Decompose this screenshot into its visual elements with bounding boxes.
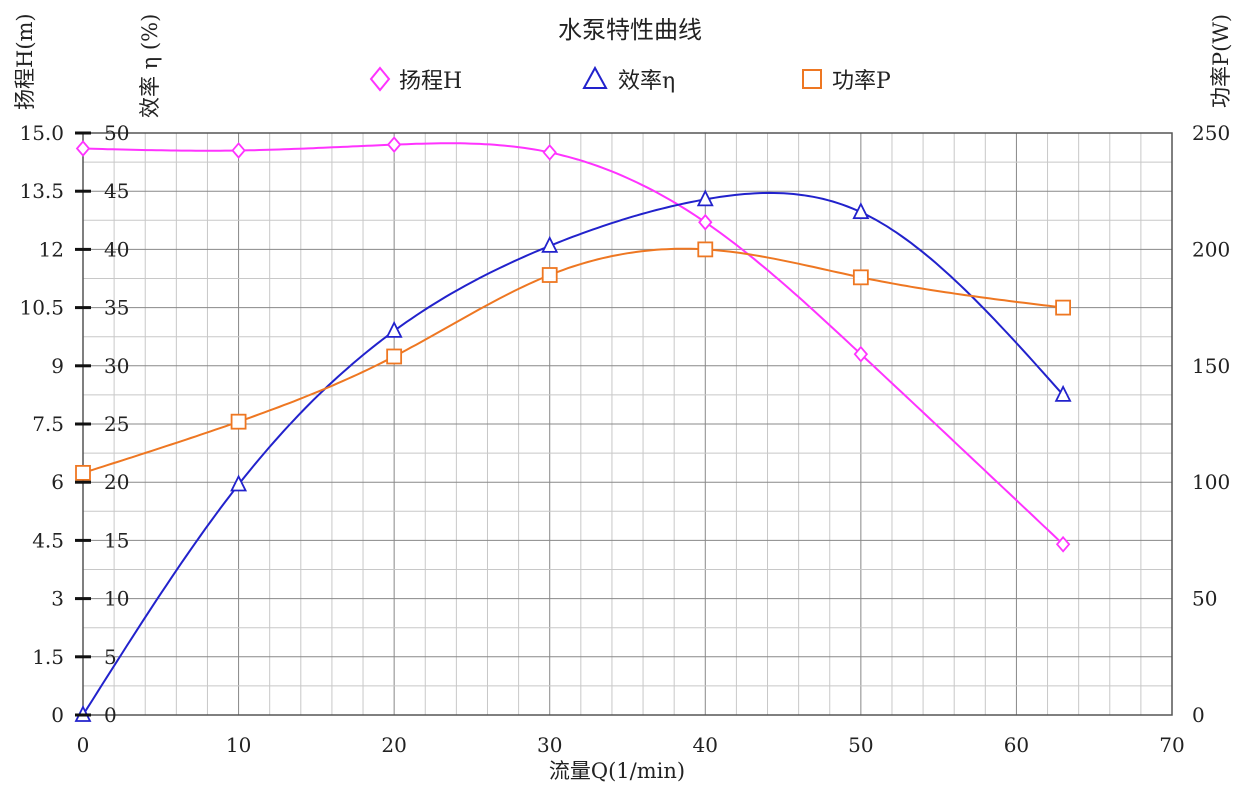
x-tick-label: 0 [77,733,90,757]
data-point-head[interactable] [698,213,713,231]
y-tick-label-head: 13.5 [19,179,64,203]
y-tick-label-efficiency: 5 [104,645,117,669]
x-tick-label: 20 [381,733,406,757]
data-point-efficiency[interactable] [852,202,870,220]
legend-item-efficiency[interactable]: 效率η [582,65,675,94]
legend-marker-square [802,69,822,89]
data-point-power[interactable] [1055,299,1071,316]
data-point-power[interactable] [230,413,247,430]
y-tick-label-efficiency: 15 [104,528,129,552]
series-line-head [82,142,1064,546]
legend-label-power: 功率P [832,69,891,94]
legend: 扬程H 效率η 功率P [369,65,891,94]
data-point-head[interactable] [75,140,91,157]
x-tick-label: 70 [1159,733,1184,757]
data-point-efficiency[interactable] [230,474,248,492]
x-tick-label: 60 [1004,733,1029,757]
y-tick-label-efficiency: 25 [104,412,129,436]
data-point-power[interactable] [75,464,91,481]
y-tick-label-head: 9 [51,354,64,378]
y-tick-label-power: 150 [1192,354,1230,378]
data-point-efficiency[interactable] [1054,384,1072,402]
data-point-head[interactable] [231,142,246,159]
y-tick-label-head: 15.0 [19,121,64,145]
grid [83,133,1172,715]
legend-item-head[interactable]: 扬程H [369,66,462,94]
y-tick-label-power: 200 [1192,237,1230,261]
y-tick-label-head: 7.5 [32,412,64,436]
x-tick-label: 10 [226,733,251,757]
y-axis-title-efficiency: 效率 η (%) [138,14,162,118]
x-axis-title: 流量Q(1/min) [549,759,685,783]
y-tick-label-head: 1.5 [32,645,64,669]
y-tick-label-power: 100 [1192,470,1230,494]
series-line-power [82,247,1064,474]
data-point-power[interactable] [852,269,869,286]
y-tick-label-head: 6 [51,470,64,494]
y-tick-label-head: 0 [51,703,64,727]
curves [74,136,1072,722]
data-point-power[interactable] [541,267,558,283]
y-tick-label-power: 250 [1192,121,1230,145]
y-tick-label-efficiency: 10 [104,587,129,611]
x-tick-label: 30 [537,733,562,757]
data-point-head[interactable] [542,144,557,161]
legend-marker-triangle [582,65,608,89]
y-tick-label-efficiency: 0 [104,703,117,727]
y-tick-label-power: 50 [1192,587,1217,611]
data-point-head[interactable] [853,345,869,363]
legend-label-efficiency: 效率η [618,69,675,94]
y-tick-label-head: 4.5 [32,528,64,552]
data-point-efficiency[interactable] [385,320,403,338]
axis-ticks: 0 10 20 30 40 50 60 7001.534.567.5910.51213.515… [19,121,1230,757]
chart-title: 水泵特性曲线 [558,16,702,44]
y-tick-label-efficiency: 40 [104,237,129,261]
x-tick-label: 40 [693,733,718,757]
y-tick-label-head: 12 [39,237,64,261]
data-point-efficiency[interactable] [541,235,559,253]
data-point-efficiency[interactable] [696,189,714,207]
y-tick-label-efficiency: 30 [104,354,129,378]
x-tick-label: 50 [848,733,873,757]
y-axis-title-head: 扬程H(m) [13,13,37,110]
legend-label-head: 扬程H [399,69,462,94]
y-tick-label-power: 0 [1192,703,1205,727]
data-point-power[interactable] [697,241,714,258]
y-tick-label-efficiency: 20 [104,470,129,494]
y-tick-label-head: 3 [51,587,64,611]
y-axis-title-power: 功率P(W) [1209,14,1233,108]
series-line-efficiency [82,191,1064,716]
legend-item-power[interactable]: 功率P [802,69,891,94]
y-tick-label-efficiency: 35 [104,296,129,320]
legend-marker-diamond [369,66,391,92]
data-point-head[interactable] [386,136,402,154]
y-tick-label-head: 10.5 [19,296,64,320]
data-point-power[interactable] [386,348,403,365]
y-tick-label-efficiency: 45 [104,179,129,203]
data-point-head[interactable] [1055,535,1071,553]
y-tick-label-efficiency: 50 [104,121,129,145]
